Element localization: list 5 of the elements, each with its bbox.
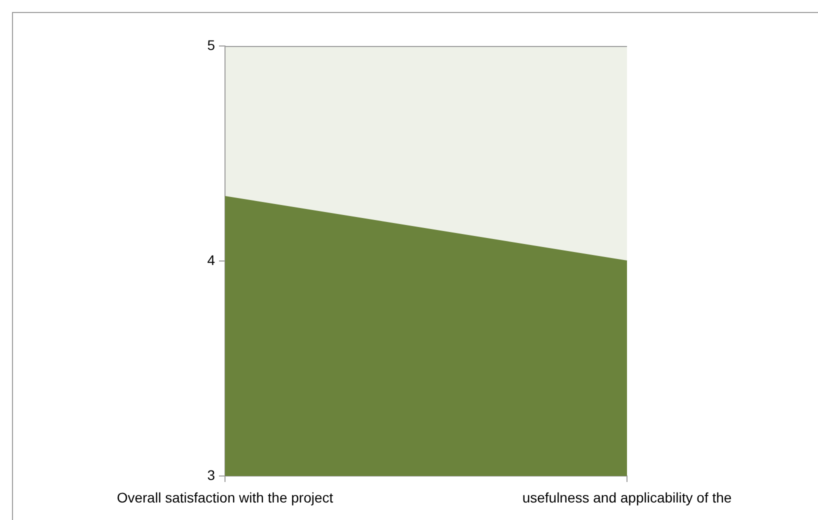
y-tick-label: 3	[207, 466, 216, 483]
y-tick-label: 5	[207, 36, 216, 53]
x-tick-label: usefulness and applicability of the	[522, 489, 732, 506]
y-tick-label: 4	[207, 252, 216, 268]
x-tick-label: Overall satisfaction with the project	[116, 489, 334, 506]
